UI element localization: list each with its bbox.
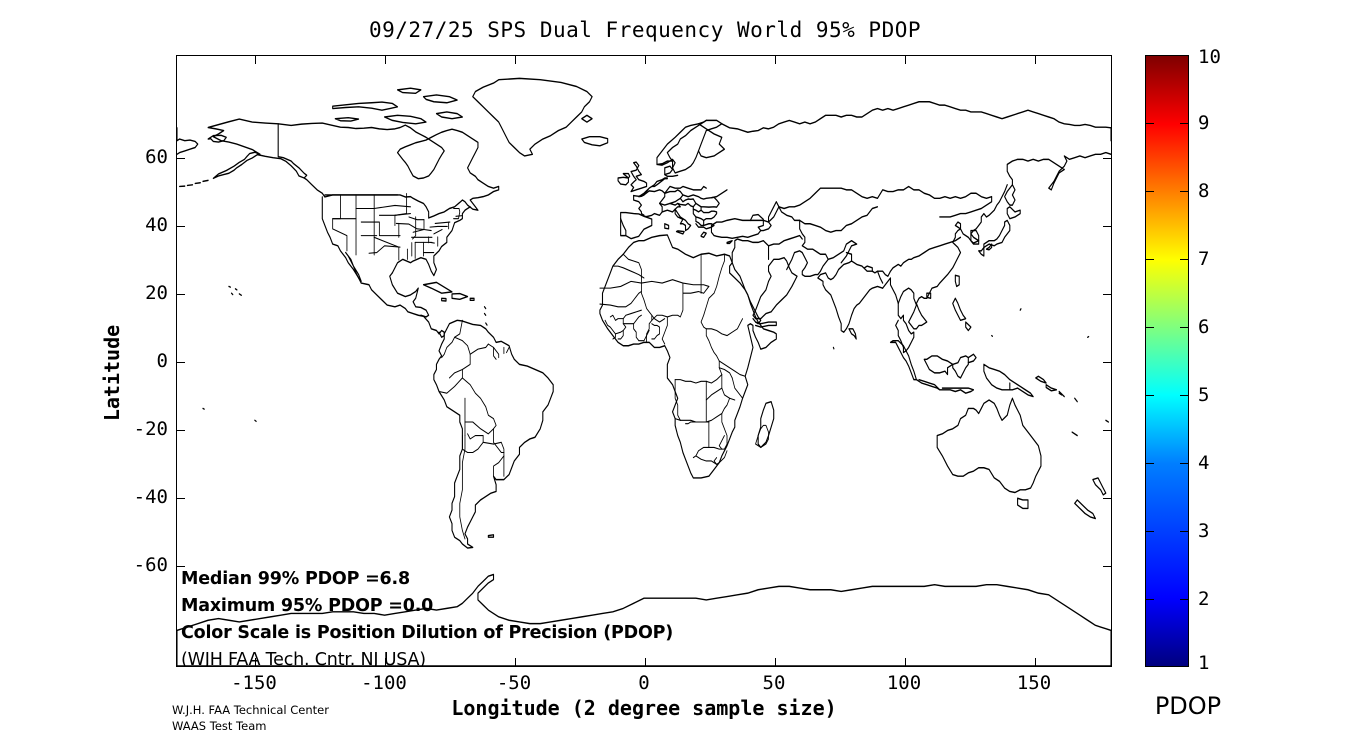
colorbar-tick-label: 4 bbox=[1198, 452, 1210, 474]
colorbar-gradient bbox=[1145, 55, 1189, 667]
colorbar-tick bbox=[1145, 463, 1154, 464]
colorbar-tick bbox=[1145, 531, 1154, 532]
xtick-mark bbox=[905, 56, 906, 64]
colorbar-tick bbox=[1180, 259, 1189, 260]
ytick-mark bbox=[177, 566, 185, 567]
xtick-mark bbox=[515, 56, 516, 64]
colorbar-tick bbox=[1180, 599, 1189, 600]
colorbar-tick-label: 10 bbox=[1198, 46, 1221, 68]
xtick-mark bbox=[905, 658, 906, 666]
ytick-mark bbox=[1103, 362, 1111, 363]
colorbar-tick bbox=[1180, 191, 1189, 192]
ytick-label: 60 bbox=[145, 146, 168, 168]
colorbar-tick bbox=[1145, 123, 1154, 124]
xtick-mark bbox=[385, 658, 386, 666]
ytick-mark bbox=[177, 498, 185, 499]
ytick-mark bbox=[1103, 158, 1111, 159]
footer-team: WAAS Test Team bbox=[172, 719, 267, 733]
footer-organization: W.J.H. FAA Technical Center bbox=[172, 703, 329, 717]
world-coastlines-svg bbox=[177, 77, 1111, 666]
ytick-label: 0 bbox=[156, 350, 168, 372]
ytick-mark bbox=[177, 430, 185, 431]
colorbar-tick-label: 8 bbox=[1198, 180, 1210, 202]
colorbar-tick bbox=[1145, 395, 1154, 396]
xtick-label: 100 bbox=[886, 672, 922, 694]
colorbar[interactable] bbox=[1145, 55, 1189, 667]
colorbar-tick-label: 1 bbox=[1198, 652, 1210, 674]
colorbar-tick-label: 6 bbox=[1198, 316, 1210, 338]
annotation-median-pdop: Median 99% PDOP =6.8 bbox=[181, 569, 410, 589]
colorbar-tick bbox=[1180, 531, 1189, 532]
xtick-mark bbox=[645, 658, 646, 666]
xtick-label: 0 bbox=[638, 672, 650, 694]
ytick-mark bbox=[1103, 226, 1111, 227]
ytick-label: 40 bbox=[145, 214, 168, 236]
colorbar-tick bbox=[1180, 123, 1189, 124]
xtick-mark bbox=[515, 658, 516, 666]
x-axis-title: Longitude (2 degree sample size) bbox=[451, 696, 837, 720]
ytick-label: -20 bbox=[133, 418, 168, 440]
xtick-mark bbox=[775, 56, 776, 64]
colorbar-tick-label: 7 bbox=[1198, 248, 1210, 270]
colorbar-tick-label: 5 bbox=[1198, 384, 1210, 406]
xtick-mark bbox=[775, 658, 776, 666]
colorbar-tick bbox=[1145, 327, 1154, 328]
ytick-mark bbox=[1103, 566, 1111, 567]
xtick-mark bbox=[645, 56, 646, 64]
ytick-mark bbox=[1103, 498, 1111, 499]
ytick-mark bbox=[1103, 294, 1111, 295]
xtick-mark bbox=[255, 56, 256, 64]
xtick-label: -50 bbox=[496, 672, 532, 694]
colorbar-tick bbox=[1145, 191, 1154, 192]
map-plot-area[interactable]: Median 99% PDOP =6.8 Maximum 95% PDOP =0… bbox=[176, 55, 1112, 667]
ytick-label: 20 bbox=[145, 282, 168, 304]
ytick-mark bbox=[177, 226, 185, 227]
colorbar-tick bbox=[1145, 599, 1154, 600]
ytick-mark bbox=[177, 158, 185, 159]
ytick-mark bbox=[1103, 430, 1111, 431]
colorbar-tick bbox=[1180, 463, 1189, 464]
xtick-mark bbox=[255, 658, 256, 666]
colorbar-tick-label: 2 bbox=[1198, 588, 1210, 610]
page-title: 09/27/25 SPS Dual Frequency World 95% PD… bbox=[368, 18, 921, 42]
xtick-label: -150 bbox=[231, 672, 277, 694]
colorbar-tick bbox=[1180, 327, 1189, 328]
colorbar-tick bbox=[1180, 395, 1189, 396]
colorbar-tick-label: 9 bbox=[1198, 112, 1210, 134]
xtick-mark bbox=[1035, 56, 1036, 64]
annotation-color-scale: Color Scale is Position Dilution of Prec… bbox=[181, 623, 674, 643]
y-axis-title: Latitude bbox=[100, 324, 124, 422]
colorbar-title: PDOP bbox=[1154, 692, 1222, 720]
annotation-maximum-pdop: Maximum 95% PDOP =0.0 bbox=[181, 596, 434, 616]
xtick-mark bbox=[385, 56, 386, 64]
annotation-source: (WJH FAA Tech. Cntr. NJ USA) bbox=[181, 650, 426, 667]
ytick-mark bbox=[177, 294, 185, 295]
ytick-label: -60 bbox=[133, 554, 168, 576]
colorbar-tick bbox=[1145, 259, 1154, 260]
xtick-label: 150 bbox=[1016, 672, 1052, 694]
colorbar-tick-label: 3 bbox=[1198, 520, 1210, 542]
ytick-mark bbox=[177, 362, 185, 363]
xtick-mark bbox=[1035, 658, 1036, 666]
xtick-label: -100 bbox=[361, 672, 407, 694]
xtick-label: 50 bbox=[762, 672, 786, 694]
ytick-label: -40 bbox=[133, 486, 168, 508]
